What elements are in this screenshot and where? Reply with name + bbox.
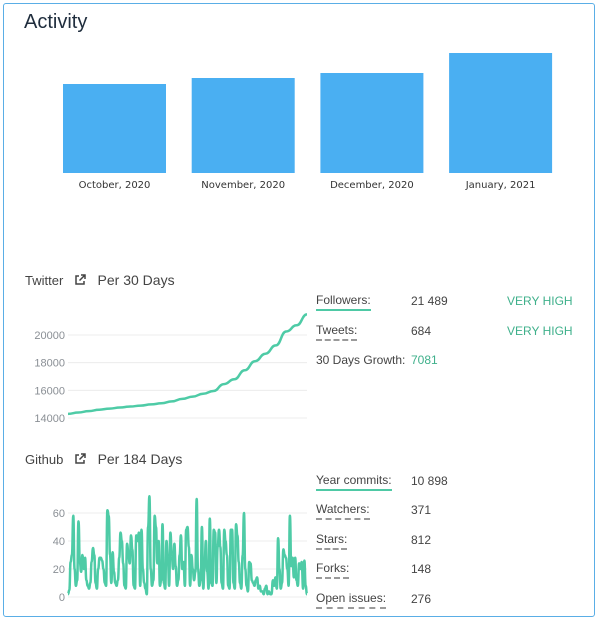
external-link-icon[interactable] bbox=[74, 274, 86, 289]
series-line[interactable] bbox=[66, 494, 309, 596]
followers-label[interactable]: Followers: bbox=[316, 293, 371, 311]
y-tick-label: 16000 bbox=[34, 385, 65, 397]
tweets-label[interactable]: Tweets: bbox=[316, 323, 358, 341]
y-tick-label: 60 bbox=[53, 508, 65, 520]
github-header: Github Per 184 Days bbox=[25, 451, 182, 468]
activity-card bbox=[3, 3, 595, 617]
stars-value: 812 bbox=[411, 533, 432, 547]
tweets-value: 684 bbox=[411, 324, 432, 338]
twitter-period: Per 30 Days bbox=[97, 272, 175, 288]
card-title: Activity bbox=[24, 11, 88, 33]
growth-value: 7081 bbox=[411, 353, 438, 367]
watchers-value: 371 bbox=[411, 503, 432, 517]
y-tick-label: 0 bbox=[59, 592, 65, 604]
activity-bar[interactable] bbox=[191, 78, 295, 173]
github-line-chart: 0 20 40 60 bbox=[53, 494, 309, 604]
twitter-line-chart: 14000 16000 18000 20000 bbox=[34, 313, 308, 425]
year-commits-label[interactable]: Year commits: bbox=[316, 473, 392, 491]
twitter-title: Twitter bbox=[25, 273, 64, 288]
y-tick-label: 14000 bbox=[34, 413, 65, 425]
growth-label: 30 Days Growth: bbox=[316, 353, 406, 367]
open-issues-label[interactable]: Open issues: bbox=[316, 591, 387, 609]
tweets-status: VERY HIGH bbox=[507, 324, 573, 338]
series-line[interactable] bbox=[67, 313, 308, 416]
forks-label[interactable]: Forks: bbox=[316, 561, 350, 579]
y-tick-label: 20 bbox=[53, 564, 65, 576]
bar-label: January, 2021 bbox=[465, 180, 536, 191]
activity-bar[interactable] bbox=[63, 84, 166, 173]
y-tick-label: 40 bbox=[53, 536, 65, 548]
followers-status: VERY HIGH bbox=[507, 294, 573, 308]
y-tick-label: 18000 bbox=[34, 358, 65, 370]
followers-value: 21 489 bbox=[411, 294, 448, 308]
bar-label: October, 2020 bbox=[79, 180, 151, 191]
y-tick-label: 20000 bbox=[34, 330, 65, 342]
external-link-icon[interactable] bbox=[74, 453, 86, 468]
stars-label[interactable]: Stars: bbox=[316, 532, 348, 550]
activity-bar-chart: October, 2020 November, 2020 December, 202… bbox=[63, 53, 553, 191]
open-issues-value: 276 bbox=[411, 592, 432, 606]
forks-value: 148 bbox=[411, 562, 432, 576]
bar-label: November, 2020 bbox=[201, 180, 285, 191]
github-title: Github bbox=[25, 452, 64, 467]
bar-label: December, 2020 bbox=[330, 180, 414, 191]
twitter-header: Twitter Per 30 Days bbox=[25, 272, 175, 289]
watchers-label[interactable]: Watchers: bbox=[316, 502, 370, 520]
activity-bar[interactable] bbox=[320, 73, 424, 173]
year-commits-value: 10 898 bbox=[411, 474, 448, 488]
activity-bar[interactable] bbox=[449, 53, 553, 173]
github-period: Per 184 Days bbox=[97, 451, 183, 467]
